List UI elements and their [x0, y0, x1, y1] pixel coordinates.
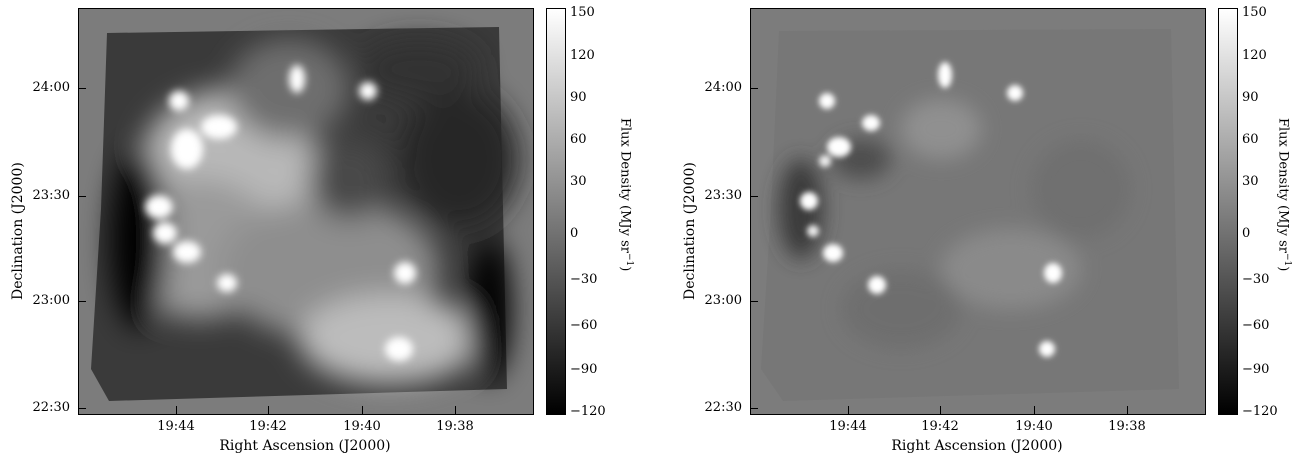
left-xtick-mark: [362, 406, 363, 414]
right-xtick-label: 19:44: [829, 419, 867, 434]
left-cbar-tick: 60: [570, 132, 587, 147]
left-colorbar: [546, 8, 566, 415]
right-xtick-label: 19:42: [921, 419, 959, 434]
right-cbar-tick: −30: [1242, 272, 1270, 287]
left-y-axis-label: Declination (J2000): [10, 162, 26, 300]
left-cbar-tick: −120: [570, 404, 606, 419]
right-ytick-mark: [750, 88, 758, 89]
left-panel: 24:00 23:30 23:00 22:30 19:44 19:42 19:4…: [0, 0, 640, 459]
right-ytick-mark: [750, 196, 758, 197]
left-cbar-tick: 150: [570, 5, 595, 20]
left-cbar-tick: −30: [570, 272, 598, 287]
left-xtick-label: 19:44: [157, 419, 195, 434]
left-flux-image: [79, 9, 533, 414]
left-ytick-label: 22:30: [32, 400, 70, 415]
left-xtick-mark: [176, 406, 177, 414]
right-cbar-tick: 120: [1242, 48, 1267, 63]
right-cbar-tick: 60: [1242, 132, 1259, 147]
right-cbar-tick: −90: [1242, 362, 1270, 377]
right-cbar-tick: 30: [1242, 174, 1259, 189]
right-panel: 24:00 23:30 23:00 22:30 19:44 19:42 19:4…: [672, 0, 1297, 459]
right-cbar-tick: 150: [1242, 5, 1267, 20]
left-cbar-tick: −90: [570, 362, 598, 377]
left-ytick-label: 23:30: [32, 188, 70, 203]
left-cbar-tick: 0: [570, 226, 579, 241]
right-ytick-mark: [750, 301, 758, 302]
right-flux-map: [750, 8, 1206, 415]
left-ytick-label: 23:00: [32, 293, 70, 308]
left-ytick-mark: [78, 301, 86, 302]
right-ytick-mark: [750, 408, 758, 409]
left-cbar-tick: 30: [570, 174, 587, 189]
right-cbar-tick: −60: [1242, 318, 1270, 333]
left-ytick-mark: [78, 196, 86, 197]
left-flux-map: [78, 8, 534, 415]
right-xtick-mark: [940, 406, 941, 414]
left-xtick-label: 19:42: [249, 419, 287, 434]
right-xtick-label: 19:38: [1108, 419, 1146, 434]
right-ytick-label: 24:00: [704, 80, 742, 95]
left-xtick-label: 19:40: [343, 419, 381, 434]
right-colorbar-title: Flux Density (MJy sr−1): [1275, 118, 1292, 272]
left-xtick-label: 19:38: [436, 419, 474, 434]
right-field: [761, 29, 1179, 401]
right-xtick-mark: [1034, 406, 1035, 414]
left-colorbar-title: Flux Density (MJy sr−1): [617, 118, 634, 272]
left-x-axis-label: Right Ascension (J2000): [219, 438, 391, 454]
right-xtick-mark: [1127, 406, 1128, 414]
right-flux-image: [751, 9, 1205, 414]
left-cbar-tick: 120: [570, 48, 595, 63]
left-ytick-mark: [78, 88, 86, 89]
left-xtick-mark: [455, 406, 456, 414]
right-x-axis-label: Right Ascension (J2000): [891, 438, 1063, 454]
left-field: [91, 27, 519, 401]
left-ytick-label: 24:00: [32, 80, 70, 95]
right-cbar-tick: 90: [1242, 90, 1259, 105]
left-cbar-tick: 90: [570, 90, 587, 105]
right-ytick-label: 23:30: [704, 188, 742, 203]
right-cbar-tick: −120: [1242, 404, 1278, 419]
right-y-axis-label: Declination (J2000): [682, 162, 698, 300]
right-ytick-label: 23:00: [704, 293, 742, 308]
right-ytick-label: 22:30: [704, 400, 742, 415]
right-cbar-tick: 0: [1242, 226, 1251, 241]
right-colorbar: [1218, 8, 1238, 415]
left-cbar-tick: −60: [570, 318, 598, 333]
left-ytick-mark: [78, 408, 86, 409]
left-xtick-mark: [268, 406, 269, 414]
right-xtick-mark: [848, 406, 849, 414]
right-xtick-label: 19:40: [1015, 419, 1053, 434]
